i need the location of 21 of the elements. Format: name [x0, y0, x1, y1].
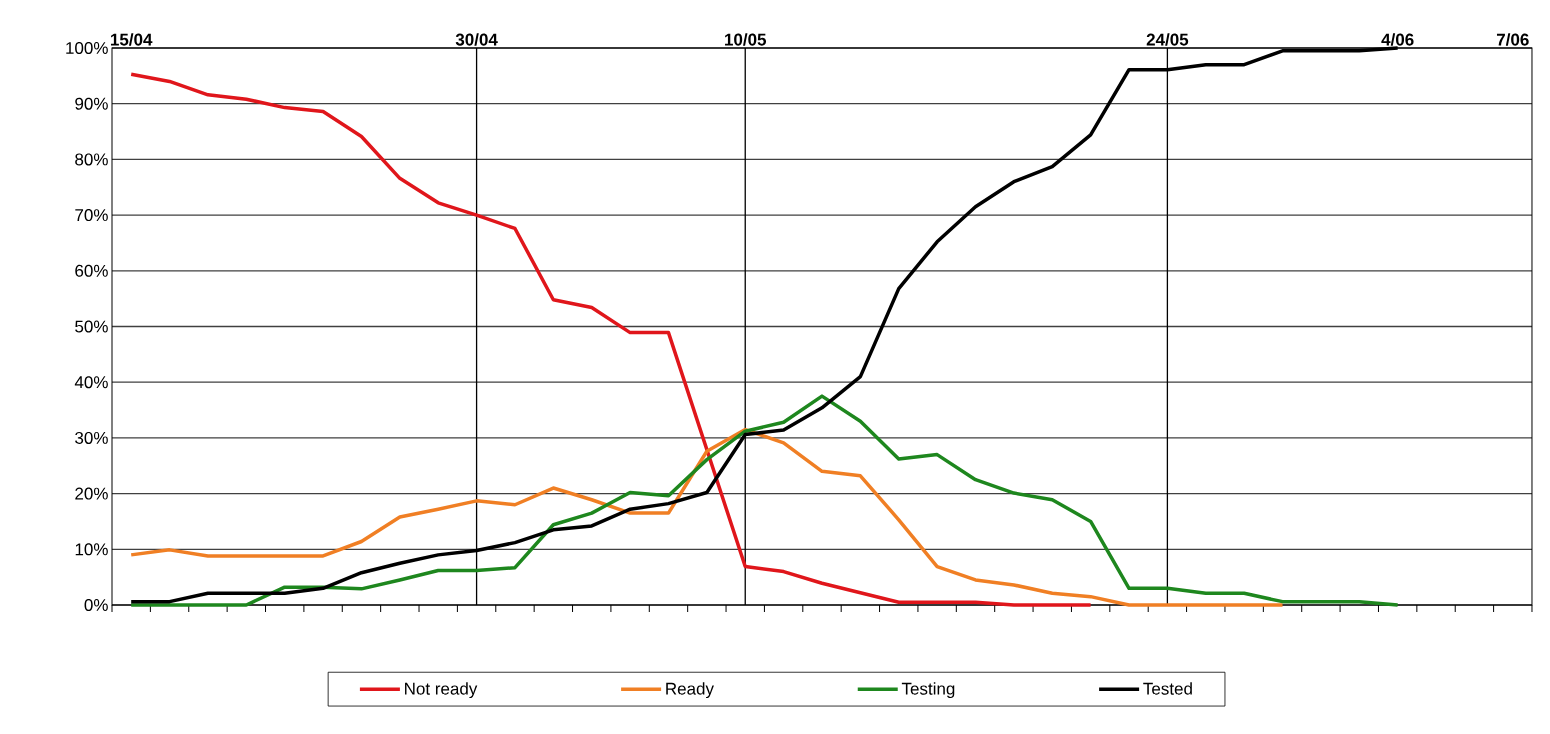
y-tick-label: 30% [75, 431, 108, 444]
x-tick-label: 10/05 [725, 33, 767, 46]
y-tick-label: 0% [84, 598, 108, 612]
y-tick-label: 70% [75, 209, 108, 222]
y-tick-label: 20% [75, 487, 108, 500]
x-tick-label: 4/06 [1381, 33, 1414, 46]
y-tick-label: 100% [66, 41, 108, 55]
legend-label: Tested [1143, 682, 1192, 695]
x-tick-label: 30/04 [455, 33, 498, 46]
y-tick-label: 50% [75, 320, 108, 333]
y-tick-label: 80% [75, 153, 108, 166]
y-tick-label: 60% [75, 264, 108, 277]
legend-label: Ready [666, 682, 714, 699]
x-tick-label: 24/05 [1146, 33, 1189, 46]
y-tick-label: 10% [75, 543, 108, 556]
y-tick-label: 90% [75, 97, 108, 110]
x-tick-label: 15/04 [110, 33, 153, 46]
y-tick-label: 40% [74, 376, 108, 389]
legend-label: Not ready [405, 682, 478, 699]
legend-label: Testing [901, 682, 955, 699]
x-tick-label: 7/06 [1496, 33, 1529, 46]
